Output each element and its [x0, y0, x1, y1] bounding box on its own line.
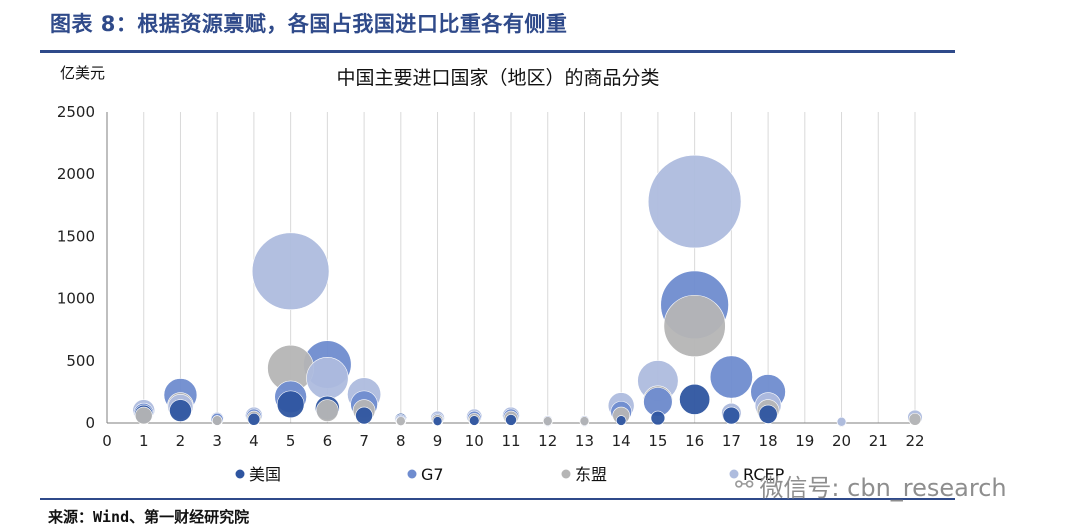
bubble-美国: [276, 390, 305, 419]
watermark: ⚯ 微信号: cbn_research: [735, 468, 1007, 503]
bubble-东盟: [542, 416, 553, 426]
source-rule: [40, 498, 955, 500]
bubble-东盟: [663, 294, 726, 357]
chart-title: 中国主要进口国家（地区）的商品分类: [336, 67, 659, 89]
x-tick-label: 7: [359, 432, 369, 450]
bubble-东盟: [908, 412, 922, 426]
legend-item: 美国: [249, 465, 281, 484]
source-note: 来源：Wind、第一财经研究院: [48, 508, 250, 526]
bubble-美国: [722, 406, 741, 425]
legend-item: 东盟: [575, 465, 607, 484]
bubble-东盟: [211, 415, 223, 426]
y-tick-label: 2000: [57, 165, 95, 183]
bubble-RCEP: [306, 357, 349, 400]
x-tick-label: 16: [685, 432, 704, 450]
legend: 美国 G7 东盟 RCEP: [235, 465, 785, 484]
legend-marker: [561, 469, 571, 479]
wechat-icon: ⚯: [735, 473, 754, 498]
legend-item: RCEP: [743, 465, 785, 484]
y-tick-label: 1500: [57, 227, 95, 245]
bubble-美国: [432, 416, 443, 426]
x-tick-label: 15: [648, 432, 667, 450]
watermark-text: 微信号: cbn_research: [759, 474, 1007, 502]
x-tick-label: 11: [501, 432, 520, 450]
bubble-RCEP: [836, 416, 847, 427]
bubble-美国: [505, 414, 517, 426]
bubble-美国: [355, 406, 373, 425]
y-tick-label: 500: [66, 352, 95, 370]
x-tick-label: 21: [869, 432, 888, 450]
x-tick-label: 14: [612, 432, 631, 450]
figure-title: 图表 8：根据资源禀赋，各国占我国进口比重各有侧重: [50, 12, 568, 36]
title-rule: [40, 50, 955, 53]
bubble-美国: [469, 415, 480, 426]
bubble-美国: [650, 410, 666, 426]
x-tick-label: 17: [722, 432, 741, 450]
bubble-东盟: [396, 416, 406, 426]
x-tick-label: 8: [396, 432, 406, 450]
x-tick-label: 19: [795, 432, 814, 450]
bubble-东盟: [579, 416, 590, 426]
x-tick-label: 5: [286, 432, 296, 450]
bubble-东盟: [316, 399, 339, 422]
y-tick-label: 1000: [57, 290, 95, 308]
bubble-G7: [709, 355, 753, 399]
y-tick-label: 0: [85, 414, 95, 432]
bubble-美国: [615, 415, 627, 426]
x-tick-label: 18: [759, 432, 778, 450]
bubbles: [132, 154, 923, 428]
grid-lines: [143, 112, 916, 423]
x-tick-label: 9: [433, 432, 443, 450]
x-tick-label: 22: [905, 432, 924, 450]
x-tick-label: 12: [538, 432, 557, 450]
y-axis-unit-label: 亿美元: [60, 64, 105, 82]
y-tick-label: 2500: [57, 103, 95, 121]
bubble-美国: [247, 412, 261, 426]
bubble-RCEP: [647, 154, 742, 249]
bubble-美国: [169, 399, 192, 422]
x-tick-label: 13: [575, 432, 594, 450]
x-tick-label: 0: [102, 432, 112, 450]
legend-marker: [235, 469, 245, 479]
bubble-东盟: [134, 406, 153, 425]
x-tick-label: 3: [212, 432, 222, 450]
bubble-美国: [679, 383, 711, 415]
x-tick-label: 1: [139, 432, 149, 450]
legend-item: G7: [421, 465, 444, 484]
legend-marker: [407, 469, 417, 479]
x-tick-label: 6: [323, 432, 333, 450]
x-tick-label: 10: [465, 432, 484, 450]
x-tick-label: 2: [176, 432, 186, 450]
x-tick-label: 20: [832, 432, 851, 450]
x-tick-label: 4: [249, 432, 259, 450]
legend-marker: [729, 469, 739, 479]
bubble-RCEP: [251, 232, 330, 310]
bubble-美国: [758, 404, 778, 424]
